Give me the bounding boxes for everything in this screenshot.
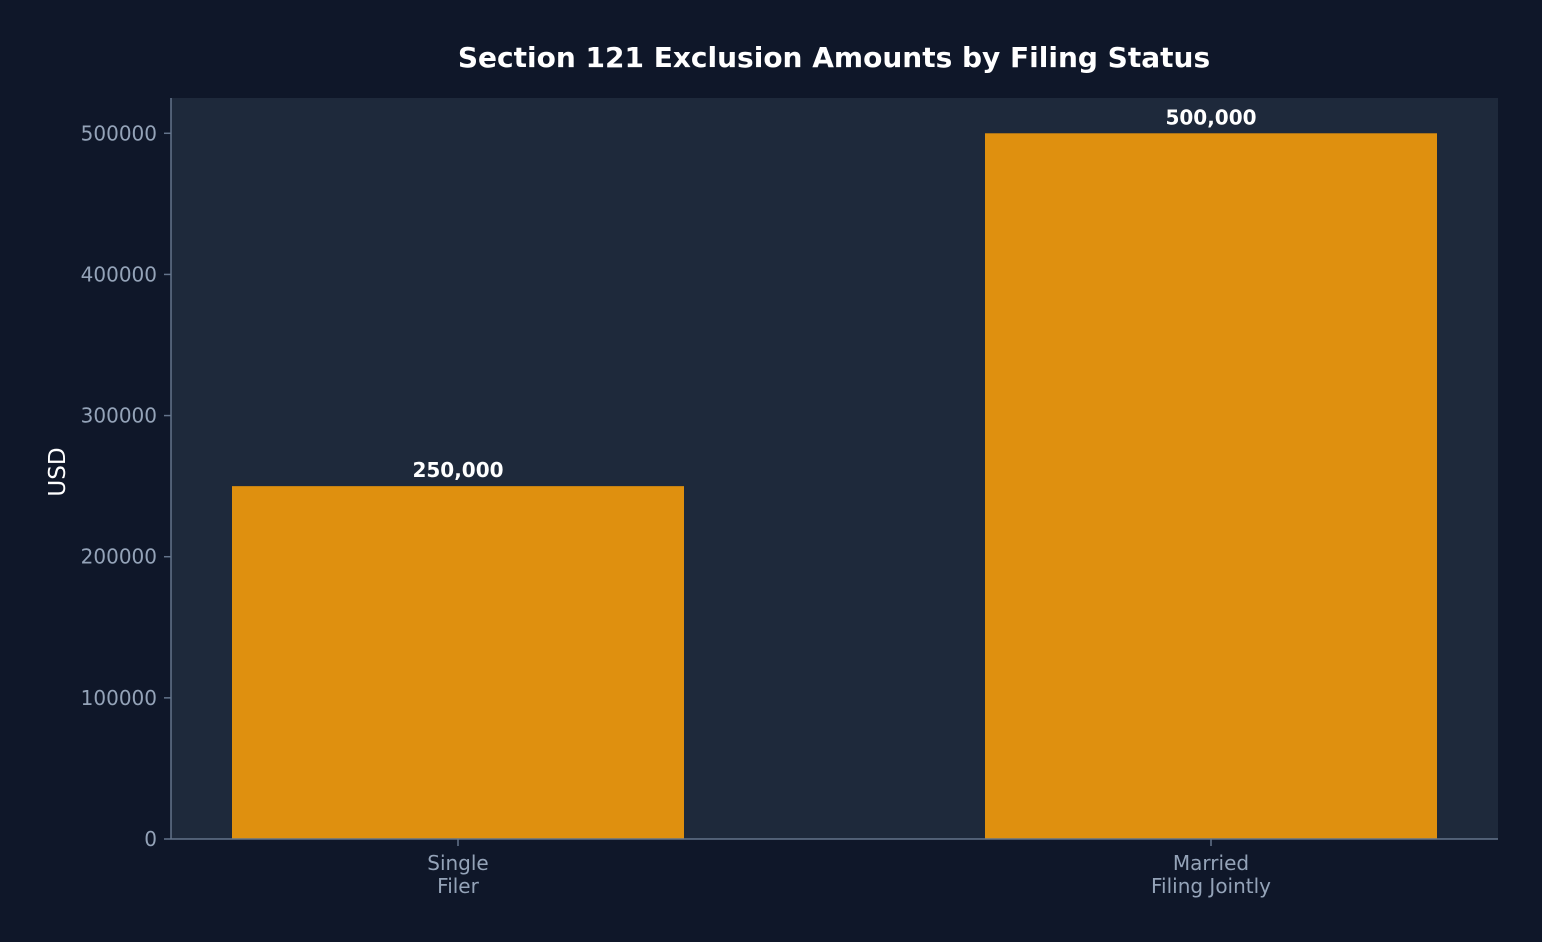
y-tick-label-1: 100000 xyxy=(81,686,157,710)
y-tick-label-2: 200000 xyxy=(81,545,157,569)
x-tick-label-line: Filing Jointly xyxy=(1151,874,1271,898)
y-tick-label-5: 500000 xyxy=(81,121,157,145)
bar-2 xyxy=(985,133,1437,840)
y-tick-label-4: 400000 xyxy=(81,262,157,286)
bar-1 xyxy=(232,486,684,839)
x-tick-label-line: Married xyxy=(1173,851,1249,875)
x-tick-label-line: Filer xyxy=(437,874,479,898)
chart-title: Section 121 Exclusion Amounts by Filing … xyxy=(458,41,1210,74)
y-tick-label-0: 0 xyxy=(144,827,157,851)
axes-layer xyxy=(164,98,1498,846)
data-label-2: 500,000 xyxy=(1165,105,1256,129)
bars-layer xyxy=(232,133,1437,840)
labels-layer: 250,000 Single Filer 500,000 Married Filing J… xyxy=(81,105,1272,898)
data-label-1: 250,000 xyxy=(412,458,503,482)
x-tick-label-1: Single Filer xyxy=(427,851,488,898)
y-axis-label: USD xyxy=(45,447,71,496)
y-tick-label-3: 300000 xyxy=(81,404,157,428)
x-tick-label-line: Single xyxy=(427,851,488,875)
x-tick-label-2: Married Filing Jointly xyxy=(1151,851,1271,898)
